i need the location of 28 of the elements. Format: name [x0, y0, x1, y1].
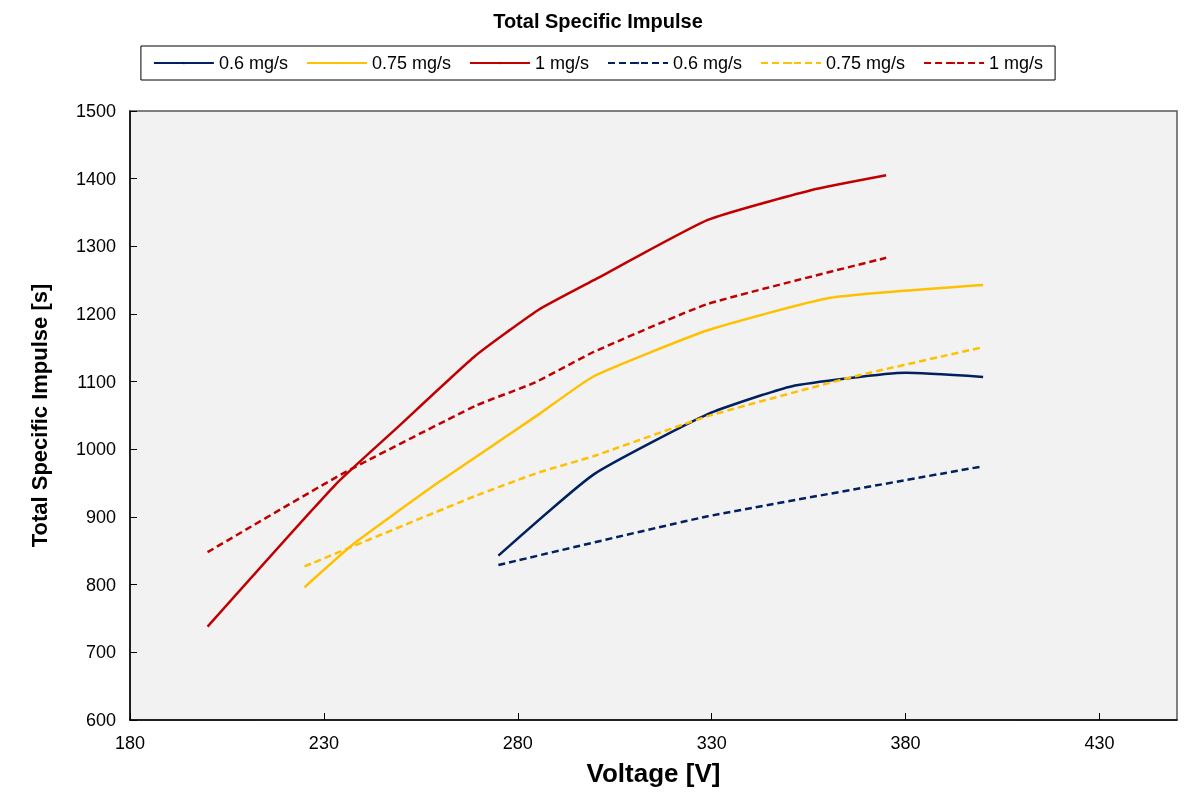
x-tick-label: 230 [308, 733, 339, 753]
y-tick-label: 1500 [75, 101, 116, 121]
y-tick-label: 1100 [77, 371, 116, 392]
y-tick-label: 800 [85, 574, 116, 595]
y-tick-label: 1000 [75, 439, 116, 460]
y-tick-label: 1300 [75, 236, 116, 257]
x-axis-title: Voltage [V] [586, 758, 721, 788]
legend-label: 0.6 mg/s [673, 53, 743, 73]
x-tick-label: 330 [696, 733, 727, 753]
x-tick-label: 280 [502, 733, 533, 753]
legend-label: 1 mg/s [534, 53, 590, 73]
legend-label: 0.6 mg/s [218, 53, 288, 73]
legend-label: 0.75 mg/s [826, 53, 906, 73]
line-series [206, 174, 888, 628]
line-series [497, 371, 985, 557]
legend-label: 1 mg/s [989, 53, 1044, 73]
y-tick-label: 1200 [75, 304, 116, 324]
chart-title: Total Specific Impulse [493, 10, 703, 32]
y-axis-title: Total Specific Impulse [s] [26, 283, 52, 548]
y-tick-label: 1400 [75, 168, 116, 189]
x-tick-label: 430 [1084, 733, 1115, 753]
legend-label: 0.75 mg/s [371, 53, 451, 73]
x-tick-label: 380 [890, 733, 921, 753]
y-tick-label: 900 [85, 507, 116, 527]
line-series [303, 283, 985, 589]
y-tick-label: 600 [85, 710, 116, 730]
x-tick-label: 180 [114, 733, 146, 753]
y-tick-label: 700 [85, 642, 116, 663]
